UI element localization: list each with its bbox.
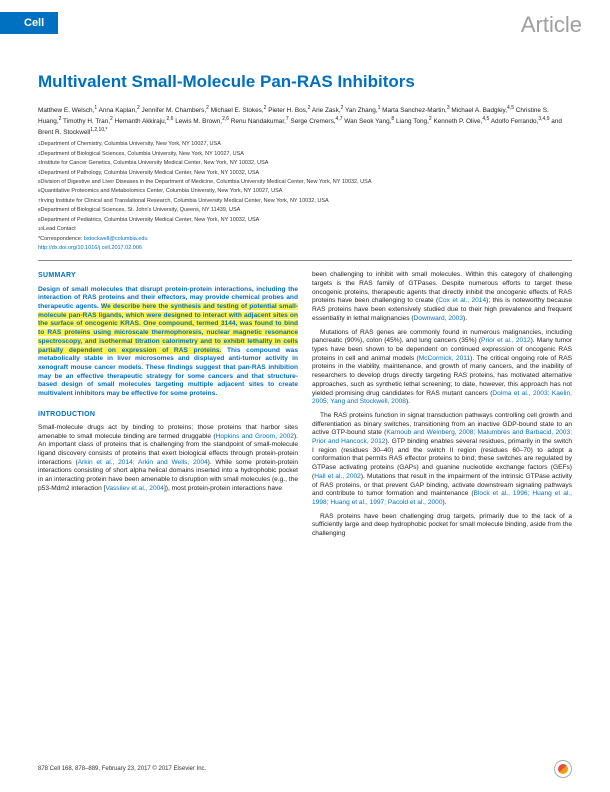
affiliation-line: 6Quantitative Proteomics and Metabolomic… [38,188,572,195]
article-title: Multivalent Small-Molecule Pan-RAS Inhib… [38,72,572,92]
correspondence: *Correspondence: bstockwell@columbia.edu [38,236,572,243]
affiliation-line: 10Lead Contact [38,226,572,233]
affiliation-line: 3Institute for Cancer Genetics, Columbia… [38,160,572,167]
correspondence-email[interactable]: bstockwell@columbia.edu [84,236,148,242]
affiliation-line: 5Division of Digestive and Liver Disease… [38,179,572,186]
affiliation-line: 1Department of Chemistry, Columbia Unive… [38,141,572,148]
body-paragraph: been challenging to inhibit with small m… [312,271,572,323]
crossmark-icon[interactable] [554,760,572,778]
introduction-heading: INTRODUCTION [38,410,298,419]
affiliation-line: 2Department of Biological Sciences, Colu… [38,151,572,158]
two-column-body: SUMMARY Design of small molecules that d… [38,271,572,538]
article-type: Article [521,12,582,38]
author-list: Matthew E. Welsch,1 Anna Kaplan,2 Jennif… [38,105,572,137]
affiliations: 1Department of Chemistry, Columbia Unive… [38,141,572,233]
doi-link[interactable]: http://dx.doi.org/10.1016/j.cell.2017.02… [38,245,572,252]
affiliation-line: 9Department of Pediatrics, Columbia Univ… [38,217,572,224]
intro-paragraph: Small-molecule drugs act by binding to p… [38,424,298,494]
affiliation-line: 7Irving Institute for Clinical and Trans… [38,198,572,205]
journal-tag: Cell [0,12,58,34]
body-paragraph: RAS proteins have been challenging drug … [312,513,572,539]
body-paragraph: The RAS proteins function in signal tran… [312,412,572,508]
summary-text: Design of small molecules that disrupt p… [38,286,298,399]
right-column: been challenging to inhibit with small m… [312,271,572,538]
page-footer: 878 Cell 168, 878–889, February 23, 2017… [38,760,572,778]
left-column: SUMMARY Design of small molecules that d… [38,271,298,538]
footer-citation: 878 Cell 168, 878–889, February 23, 2017… [38,766,206,772]
article-content: Multivalent Small-Molecule Pan-RAS Inhib… [38,72,572,539]
body-paragraph: Mutations of RAS genes are commonly foun… [312,329,572,407]
affiliation-line: 4Department of Pathology, Columbia Unive… [38,170,572,177]
summary-heading: SUMMARY [38,271,298,280]
section-divider [38,260,572,261]
affiliation-line: 8Department of Biological Sciences, St. … [38,207,572,214]
